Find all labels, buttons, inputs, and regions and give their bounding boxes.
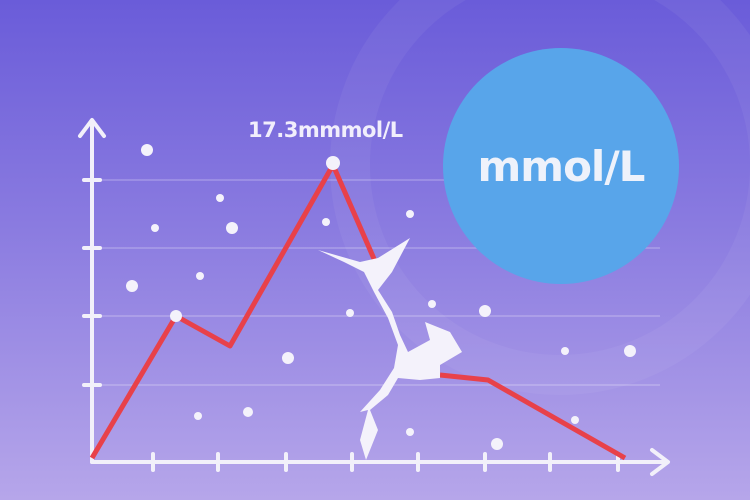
scatter-dot — [194, 412, 202, 420]
x-ticks — [151, 452, 620, 472]
x-axis-arrow-icon — [650, 448, 670, 476]
unit-badge-text: mmol/L — [477, 141, 646, 191]
scatter-dot — [406, 428, 414, 436]
scatter-dot — [141, 144, 153, 156]
peak-point — [326, 156, 340, 170]
y-ticks — [82, 178, 102, 387]
scatter-dot — [479, 305, 491, 317]
scatter-dot — [151, 224, 159, 232]
scatter-dot — [406, 210, 414, 218]
axes — [78, 118, 670, 476]
scatter-dot — [126, 280, 138, 292]
scatter-dot — [216, 194, 224, 202]
scatter-dot — [491, 438, 503, 450]
scatter-dot — [226, 222, 238, 234]
scatter-dots — [126, 144, 636, 450]
scatter-dot — [624, 345, 636, 357]
scatter-dot — [282, 352, 294, 364]
unit-badge: mmol/L — [443, 48, 679, 284]
scatter-dot — [322, 218, 330, 226]
data-line — [89, 162, 381, 460]
scatter-dot — [561, 347, 569, 355]
scatter-dot — [428, 300, 436, 308]
y-axis-arrow-icon — [78, 118, 106, 138]
scatter-dot — [346, 309, 354, 317]
data-point — [170, 310, 182, 322]
data-line-after-crack — [439, 372, 627, 461]
scatter-dot — [571, 416, 579, 424]
crack-icon — [318, 238, 462, 460]
background-ring — [330, 0, 750, 395]
scatter-dot — [196, 272, 204, 280]
peak-value-label: 17.3mmmol/L — [248, 118, 403, 142]
scatter-dot — [243, 407, 253, 417]
